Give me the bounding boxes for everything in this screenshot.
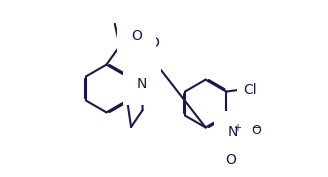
- Text: O: O: [148, 36, 159, 50]
- Text: O: O: [131, 29, 142, 43]
- Text: −: −: [252, 123, 261, 133]
- Text: Cl: Cl: [243, 83, 257, 97]
- Text: +: +: [233, 123, 240, 133]
- Text: O: O: [225, 153, 236, 167]
- Text: N: N: [137, 77, 147, 91]
- Text: N: N: [228, 125, 238, 139]
- Text: O: O: [252, 124, 261, 137]
